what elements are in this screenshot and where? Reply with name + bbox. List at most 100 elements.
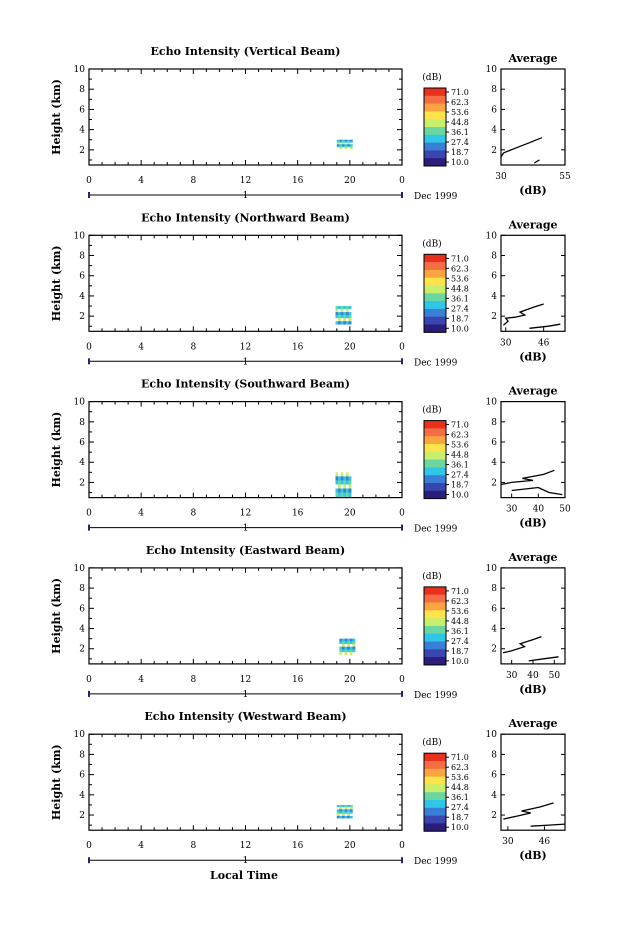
echo-cell	[335, 484, 339, 489]
avg-y-tick-label: 8	[491, 750, 497, 760]
x-tick-label: 0	[399, 342, 405, 352]
colorbar-tick-label: 62.3	[451, 763, 469, 772]
echo-cell	[338, 306, 342, 310]
y-tick-label: 6	[79, 105, 85, 115]
colorbar-swatch	[424, 269, 446, 279]
echo-cell	[342, 815, 345, 819]
colorbar-tick-label: 10.0	[451, 823, 469, 832]
echo-cell	[348, 476, 352, 481]
echo-cell	[349, 147, 353, 150]
colorbar-swatch	[424, 111, 446, 120]
echo-cell	[336, 807, 340, 810]
y-tick-label: 8	[79, 418, 85, 428]
y-tick-label: 10	[74, 231, 86, 241]
colorbar-tick-label: 53.6	[451, 274, 469, 283]
echo-cell	[347, 652, 351, 656]
echo-cell	[348, 318, 352, 322]
echo-cell	[338, 318, 342, 322]
x-tick-label: 12	[240, 342, 251, 352]
y-tick-label: 4	[79, 292, 85, 302]
echo-cell	[345, 312, 349, 316]
echo-cell	[349, 638, 353, 642]
echo-cell	[348, 472, 352, 477]
average-xlabel: (dB)	[519, 350, 546, 363]
colorbar-unit: (dB)	[422, 737, 441, 748]
avg-y-tick-label: 4	[491, 458, 497, 468]
echo-cell	[342, 144, 345, 147]
echo-cell	[339, 644, 343, 648]
echo-cell	[339, 641, 343, 645]
echo-cell	[339, 649, 343, 653]
colorbar-tick-label: 27.4	[451, 471, 469, 480]
colorbar-tick-label: 44.8	[451, 783, 469, 792]
echo-cell	[339, 646, 343, 650]
echo-cell	[338, 484, 342, 489]
colorbar-swatch	[424, 792, 446, 801]
colorbar-tick-label: 27.4	[451, 637, 469, 646]
echo-cell	[342, 809, 345, 812]
x-tick-label: 8	[190, 841, 196, 851]
colorbar-swatch	[424, 475, 446, 484]
echo-cell	[352, 652, 356, 656]
colorbar-tick-label: 71.0	[451, 254, 469, 263]
colorbar-tick-label: 71.0	[451, 88, 469, 97]
echo-cell	[347, 638, 351, 642]
average-frame	[500, 733, 566, 831]
avg-x-tick-label: 30	[502, 837, 514, 847]
colorbar-tick-label: 44.8	[451, 284, 469, 293]
y-tick-label: 8	[79, 85, 85, 95]
echo-cell	[344, 644, 348, 648]
echo-cell	[348, 321, 352, 325]
average-frame	[500, 68, 566, 166]
avg-x-tick-label: 40	[533, 505, 545, 515]
average-profile-tail	[511, 486, 563, 496]
x-tick-label: 8	[190, 342, 196, 352]
echo-cell	[343, 312, 347, 316]
panel-title: Echo Intensity (Northward Beam)	[141, 211, 350, 224]
colorbar-swatch	[424, 436, 446, 445]
echo-cell	[344, 815, 348, 819]
echo-cell	[342, 638, 345, 642]
avg-y-tick-label: 2	[491, 312, 497, 322]
echo-cell	[344, 811, 348, 814]
y-tick-label: 8	[79, 584, 85, 594]
echo-cell	[345, 318, 349, 322]
plot-frame	[88, 68, 403, 166]
colorbar-swatch	[424, 451, 446, 460]
echo-cell	[335, 488, 339, 493]
avg-y-tick-label: 8	[491, 418, 497, 428]
month-label: Dec 1999	[414, 525, 458, 535]
echo-cell	[340, 480, 344, 485]
colorbar-tick-label: 53.6	[451, 607, 469, 616]
y-tick-label: 6	[79, 771, 85, 781]
average-frame	[500, 401, 566, 499]
average-profile-tail	[528, 656, 559, 662]
colorbar-swatch	[424, 776, 446, 785]
colorbar-swatch	[424, 800, 446, 809]
echo-cell	[343, 321, 347, 325]
colorbar-swatch	[424, 657, 446, 666]
echo-cell	[349, 145, 353, 148]
echo-cell	[345, 484, 349, 489]
echo-cell	[339, 809, 343, 812]
echo-cell	[349, 142, 353, 145]
colorbar-swatch	[424, 262, 446, 271]
avg-y-tick-label: 2	[491, 146, 497, 156]
echo-cell	[344, 141, 348, 144]
echo-cell	[335, 306, 339, 310]
echo-cell	[345, 472, 349, 477]
x-tick-label: 20	[344, 841, 356, 851]
echo-cell	[340, 472, 344, 477]
day-label: 1	[243, 191, 249, 201]
echo-cell	[336, 809, 340, 812]
average-profile-line	[500, 137, 543, 158]
echo-cell	[343, 472, 347, 477]
plot-frame	[88, 401, 403, 499]
echo-cell	[344, 144, 348, 147]
y-tick-label: 2	[79, 478, 85, 488]
echo-cell	[347, 142, 351, 145]
colorbar-swatch	[424, 761, 446, 770]
avg-y-tick-label: 2	[491, 645, 497, 655]
echo-cell	[335, 480, 339, 485]
echo-cell	[338, 309, 342, 313]
